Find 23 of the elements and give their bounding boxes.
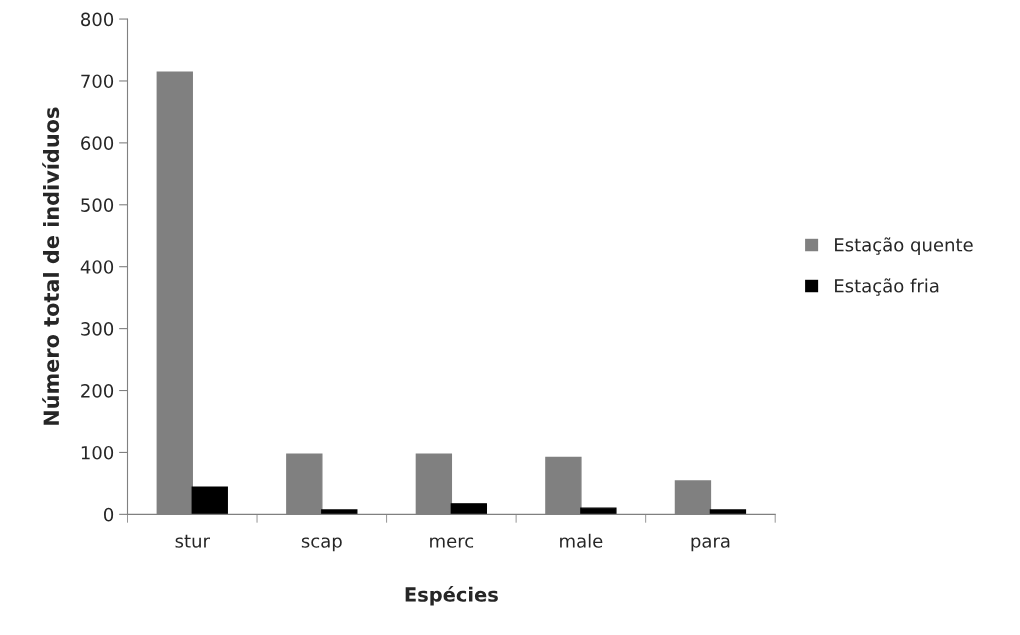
y-tick-label: 300 [81,322,114,336]
x-tick-label: male [560,533,603,548]
x-tick-label: merc [430,537,474,548]
x-tick-label: para [691,537,730,552]
bar [191,486,228,515]
bar [321,509,358,515]
y-tick-label: 0 [104,507,114,522]
x-tick-label: scap [301,537,342,552]
y-tick-label: 400 [80,260,114,274]
x-tick-label: stur [175,534,210,548]
y-tick-label: 600 [81,136,114,150]
y-tick-label: 700 [81,74,114,89]
y-axis-title: Número total de indivíduos [42,107,60,425]
y-tick-label: 100 [81,445,114,460]
y-tick-label: 500 [81,198,114,212]
x-axis-title: Espécies [405,585,498,606]
y-tick-label: 800 [81,12,114,27]
legend-label: Estação fria [835,278,939,296]
y-tick-label: 200 [81,383,114,398]
bar [709,509,747,515]
bar [450,503,488,515]
legend-label: Estação quente [835,237,973,256]
bar [580,507,617,515]
